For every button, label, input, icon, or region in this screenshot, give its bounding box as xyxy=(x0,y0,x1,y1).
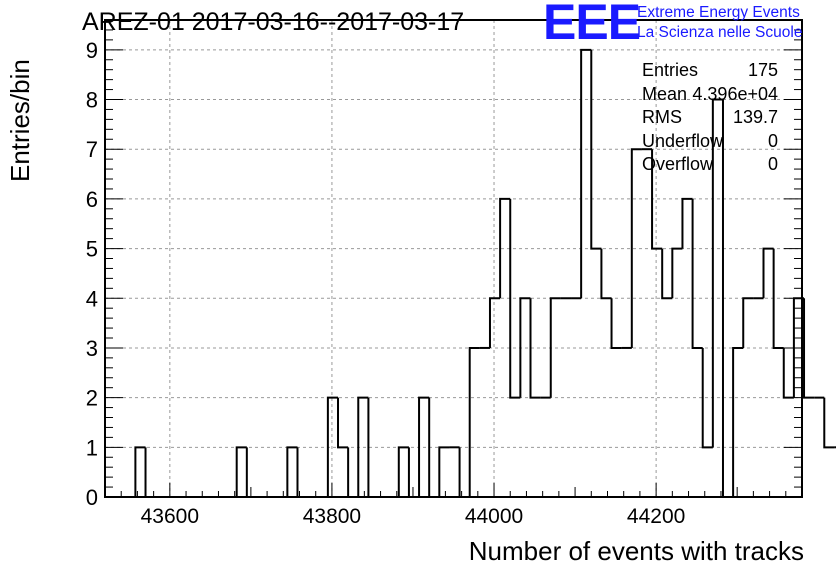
stat-entries: Entries 175 xyxy=(642,60,778,80)
y-axis-label: Entries/bin xyxy=(5,59,35,182)
histogram-bin xyxy=(134,446,146,497)
histogram-bin xyxy=(732,346,744,497)
histogram-bin xyxy=(245,447,257,498)
histogram-bin xyxy=(681,197,693,249)
histogram-bin xyxy=(803,298,815,399)
histogram-bin xyxy=(418,396,430,497)
histogram-bin xyxy=(337,397,349,449)
histogram-bin xyxy=(326,396,339,497)
histogram-bin xyxy=(630,148,642,348)
histogram-bin xyxy=(580,48,592,299)
x-tick-label: 43600 xyxy=(141,505,199,528)
histogram-bin xyxy=(549,297,561,398)
histogram-bin xyxy=(144,447,156,498)
histogram-bin xyxy=(347,447,359,498)
histogram-bin xyxy=(397,446,409,497)
histogram-bin xyxy=(590,49,602,250)
x-tick-label: 44200 xyxy=(627,505,685,528)
logo-line-2: La Scienza nelle Scuole xyxy=(637,24,803,41)
histogram-bin xyxy=(235,446,247,497)
histogram-bin xyxy=(762,247,774,299)
histogram-bin xyxy=(661,248,673,300)
histogram-bin xyxy=(610,298,622,349)
x-tick-label: 44000 xyxy=(465,505,523,528)
stat-mean: Mean 4.396e+04 xyxy=(642,83,778,104)
axis-ticks xyxy=(105,19,802,498)
histogram-bin xyxy=(671,247,683,299)
histogram-bin xyxy=(742,297,754,348)
logo-caption: Extreme Energy Events La Scienza nelle S… xyxy=(637,3,802,43)
histogram-bin xyxy=(711,98,723,448)
histogram-bin xyxy=(468,346,480,497)
histogram-bin xyxy=(499,197,511,299)
histogram-bin xyxy=(701,347,713,449)
histogram-bin xyxy=(600,248,612,300)
histogram-bin xyxy=(357,396,369,497)
histogram-bin xyxy=(407,447,420,498)
y-tick-label: 2 xyxy=(86,386,98,411)
y-tick-label: 4 xyxy=(86,286,98,311)
stat-rms: RMS 139.7 xyxy=(642,107,778,128)
y-tick-label: 0 xyxy=(86,485,98,510)
y-tick-label: 5 xyxy=(86,237,98,262)
histogram-bin xyxy=(823,397,835,449)
histogram-bin xyxy=(296,447,308,498)
histogram-bin xyxy=(782,347,794,399)
stat-underflow: Underflow 0 xyxy=(642,130,778,151)
histogram-bin xyxy=(691,198,703,349)
histogram-bin xyxy=(286,446,298,497)
stats-box: Entries 175 Mean 4.396e+04 RMS 139.7 Underf… xyxy=(642,59,778,177)
histogram-bin xyxy=(438,446,450,497)
histogram-bin xyxy=(519,297,531,398)
eee-logo: EEE xyxy=(543,0,641,50)
y-tick-label: 7 xyxy=(86,137,98,162)
histogram-bin xyxy=(458,447,470,498)
x-axis-label: Number of events with tracks xyxy=(468,536,804,566)
histogram-bin xyxy=(488,297,501,348)
axis-tick-labels: 43600 43800 44000 44200 0 1 2 3 4 5 6 7 8 9 xyxy=(86,38,686,528)
y-tick-label: 9 xyxy=(86,38,98,63)
histogram-bin xyxy=(772,248,784,349)
stat-overflow: Overflow 0 xyxy=(642,154,778,175)
histogram-bin xyxy=(509,198,521,399)
x-tick-label: 43800 xyxy=(303,505,361,528)
y-tick-label: 6 xyxy=(86,187,98,212)
y-tick-label: 3 xyxy=(86,336,98,361)
y-tick-label: 1 xyxy=(86,435,98,460)
chart-title: AREZ-01 2017-03-16--2017-03-17 xyxy=(82,8,465,36)
histogram-bin xyxy=(529,298,541,399)
histogram-bin xyxy=(651,149,663,250)
y-tick-label: 8 xyxy=(86,88,98,113)
logo-line-1: Extreme Energy Events xyxy=(637,4,800,21)
